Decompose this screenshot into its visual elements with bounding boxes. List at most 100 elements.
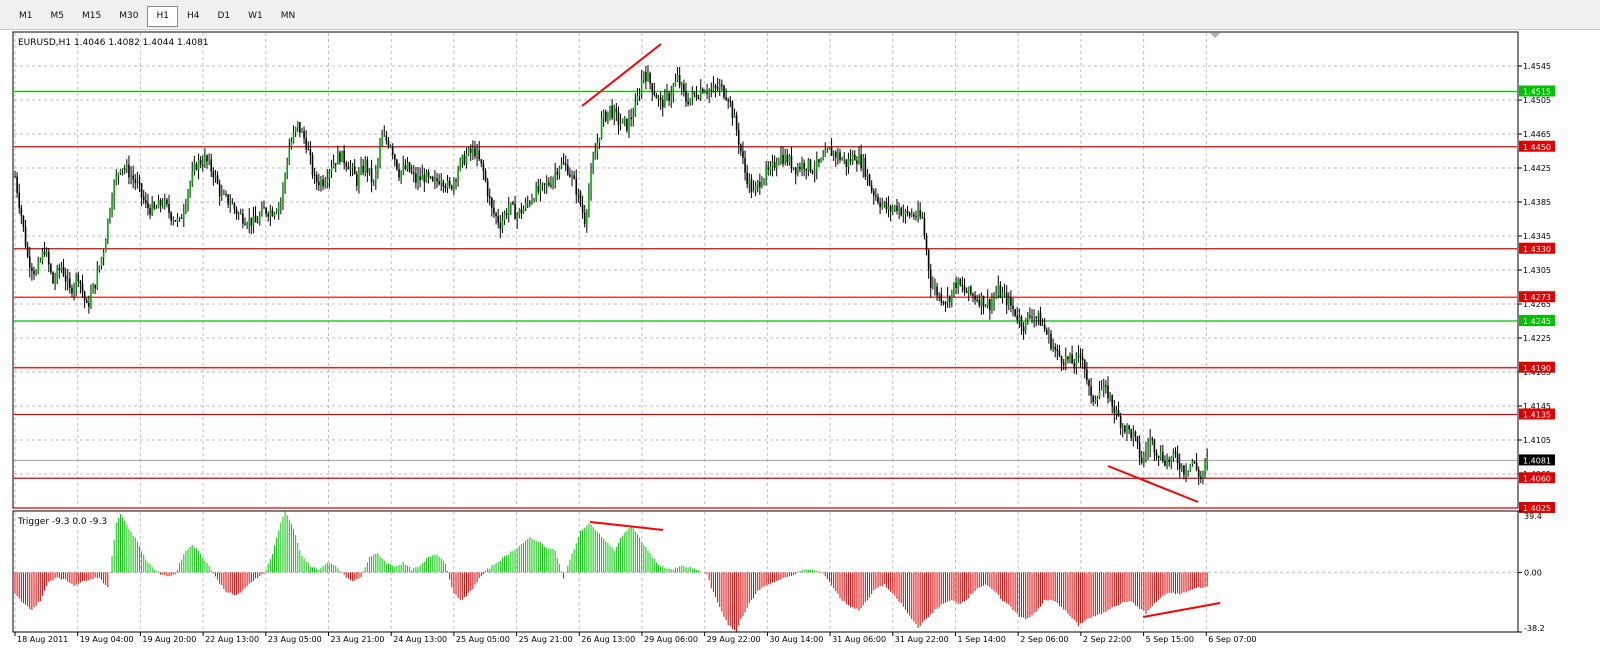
candle-bear xyxy=(1022,326,1025,332)
candle-bull xyxy=(545,182,548,185)
candle-bear xyxy=(659,97,662,101)
candle-bull xyxy=(1202,471,1204,479)
candle-bear xyxy=(366,159,369,173)
candle-bull xyxy=(136,181,139,183)
annotation-line-price-bottom xyxy=(1107,465,1199,503)
candle-bear xyxy=(989,299,991,311)
candle-bear xyxy=(651,83,654,93)
candle-bear xyxy=(474,148,476,157)
candle-bull xyxy=(113,182,115,201)
candle-bull xyxy=(161,205,164,207)
candle-bull xyxy=(176,217,179,222)
candle-bear xyxy=(142,196,145,201)
candle-bull xyxy=(402,165,405,172)
indicator-tick-label: 39.4 xyxy=(1524,512,1542,521)
price-tick-label: 1.4305 xyxy=(1523,266,1551,275)
candle-bear xyxy=(339,152,341,162)
candle-bear xyxy=(1176,454,1179,464)
candle-bull xyxy=(851,154,854,162)
candle-bear xyxy=(16,176,18,193)
indicator-title: Trigger -9.3 0.0 -9.3 xyxy=(17,517,107,527)
candle-bear xyxy=(225,193,227,195)
candle-bull xyxy=(600,117,603,138)
candle-bear xyxy=(1174,451,1177,455)
divergence-annotations xyxy=(581,43,1221,618)
candle-bear xyxy=(309,149,312,156)
candle-bull xyxy=(792,167,795,169)
candle-bull xyxy=(104,239,107,253)
candle-bull xyxy=(326,178,329,183)
level-label-box xyxy=(1519,361,1555,373)
candle-bear xyxy=(250,217,253,226)
timeframe-button-m15[interactable]: M15 xyxy=(82,11,102,21)
candle-bear xyxy=(773,162,776,168)
candle-bull xyxy=(208,159,210,162)
timeframe-button-mn[interactable]: MN xyxy=(280,11,296,21)
price-chart-svg[interactable]: 1.4545 1.4505 1.4465 1.4425 1.4385 1.4345 1.43… xyxy=(0,30,1600,661)
candle-bear xyxy=(132,175,134,180)
candle-bear xyxy=(1054,346,1057,350)
level-label: 1.4135 xyxy=(1523,411,1551,420)
time-tick-label: 2 Sep 06:00 xyxy=(1020,635,1068,644)
timeframe-button-d1[interactable]: D1 xyxy=(217,11,231,21)
timeframe-button-h1[interactable]: H1 xyxy=(147,6,178,27)
candle-bear xyxy=(548,182,550,185)
candle-bull xyxy=(341,150,343,162)
candle-bear xyxy=(1197,469,1200,477)
candle-bear xyxy=(210,159,213,172)
candle-bull xyxy=(607,111,609,121)
candle-bull xyxy=(754,185,757,190)
candle-bear xyxy=(948,296,951,302)
candle-bull xyxy=(109,212,111,220)
candle-bull xyxy=(66,278,69,282)
chart-window[interactable]: 1.4545 1.4505 1.4465 1.4425 1.4385 1.4345 1.43… xyxy=(0,30,1600,661)
time-tick-label: 26 Aug 13:00 xyxy=(581,635,635,644)
candle-bear xyxy=(735,115,738,131)
candle-bull xyxy=(524,202,527,209)
timeframe-button-m1[interactable]: M1 xyxy=(19,11,33,21)
candle-bear xyxy=(265,208,267,214)
candle-bear xyxy=(790,155,793,169)
candle-bull xyxy=(1052,346,1054,349)
timeframe-buttons: M1 M5 M15 M30 H1 H4 D1 W1 MN xyxy=(10,6,304,27)
candle-bear xyxy=(1092,395,1095,402)
candle-bear xyxy=(759,181,761,188)
candle-bear xyxy=(1140,457,1143,463)
candle-bear xyxy=(573,175,575,179)
candle-bear xyxy=(830,147,833,156)
candle-bull xyxy=(155,207,158,209)
candle-bull xyxy=(231,203,234,205)
candle-bull xyxy=(406,162,409,170)
candle-bull xyxy=(1115,410,1118,414)
candle-bear xyxy=(356,174,358,186)
candle-bear xyxy=(668,93,670,101)
candle-bull xyxy=(984,305,987,307)
candle-bear xyxy=(605,111,607,121)
candle-bull xyxy=(457,169,459,181)
candle-bear xyxy=(727,99,729,102)
time-tick-label: 25 Aug 21:00 xyxy=(519,635,573,644)
indicator-axis: 39.4 0.00 -38.2 xyxy=(1518,510,1545,633)
candle-bear xyxy=(318,181,320,186)
candle-bear xyxy=(803,162,805,170)
timeframe-button-w1[interactable]: W1 xyxy=(248,11,263,21)
time-tick-label: 19 Aug 20:00 xyxy=(142,635,196,644)
candle-bull xyxy=(664,93,666,108)
candle-bull xyxy=(1147,447,1149,451)
candle-bull xyxy=(45,252,48,255)
candle-bear xyxy=(1067,356,1069,360)
candle-bear xyxy=(423,174,426,182)
candle-bull xyxy=(510,202,512,207)
candle-bull xyxy=(185,204,187,212)
timeframe-button-m5[interactable]: M5 xyxy=(50,11,65,21)
candle-bear xyxy=(512,202,514,205)
candle-bear xyxy=(693,92,696,95)
candle-bull xyxy=(699,89,702,99)
candle-bear xyxy=(497,215,499,223)
candle-bull xyxy=(1033,316,1035,318)
timeframe-button-m30[interactable]: M30 xyxy=(119,11,139,21)
candle-bull xyxy=(102,252,105,258)
candle-bull xyxy=(917,210,919,218)
candle-bear xyxy=(799,166,801,170)
timeframe-button-h4[interactable]: H4 xyxy=(186,11,200,21)
